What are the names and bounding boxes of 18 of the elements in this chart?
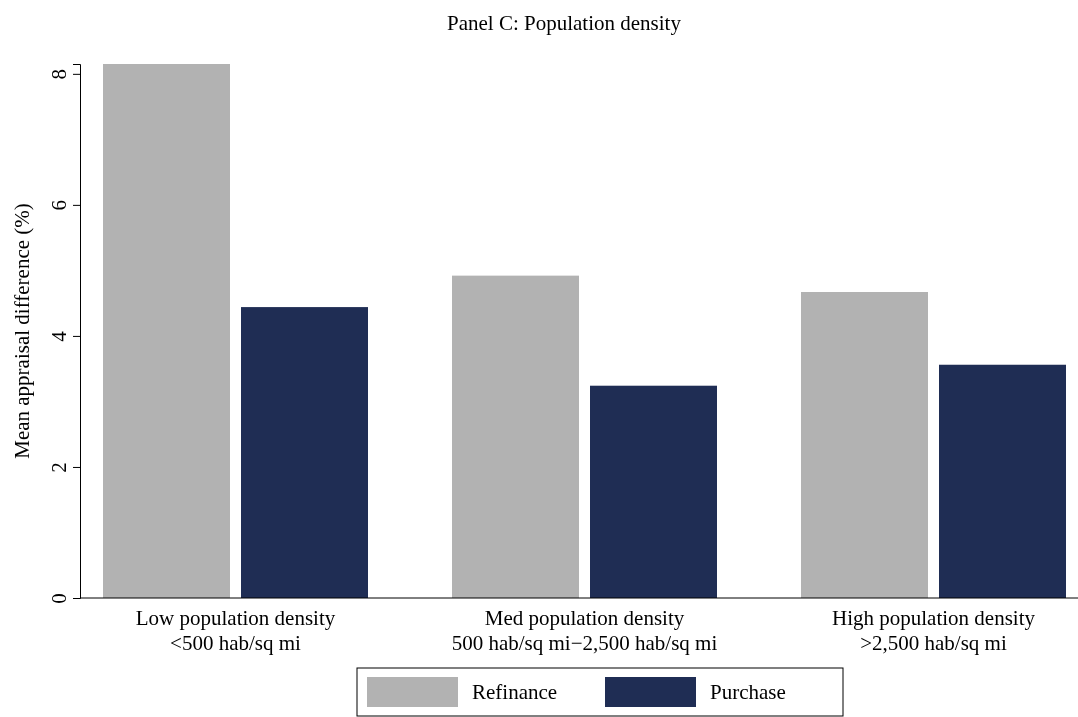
y-axis-title: Mean appraisal difference (%)	[10, 203, 34, 459]
bar	[801, 292, 928, 598]
legend-label: Refinance	[472, 680, 558, 704]
y-tick-label: 2	[47, 462, 71, 473]
bar	[452, 275, 579, 598]
bar	[103, 64, 230, 598]
bar	[241, 307, 368, 598]
legend-label: Purchase	[710, 680, 786, 704]
y-tick-label: 4	[47, 330, 71, 342]
y-tick-label: 8	[47, 69, 71, 80]
y-tick-label: 6	[47, 200, 71, 211]
y-tick-label: 0	[47, 593, 71, 604]
x-tick-label: Med population density 500 hab/sq mi−2,500 hab/sq mi	[451, 606, 718, 655]
x-tick-label: High population density >2,500 hab/sq mi	[832, 606, 1036, 655]
x-tick-label: Low population density <500 hab/sq mi	[135, 606, 336, 655]
bar	[939, 364, 1066, 598]
bar	[590, 385, 717, 598]
chart-title: Panel C: Population density	[447, 11, 682, 35]
